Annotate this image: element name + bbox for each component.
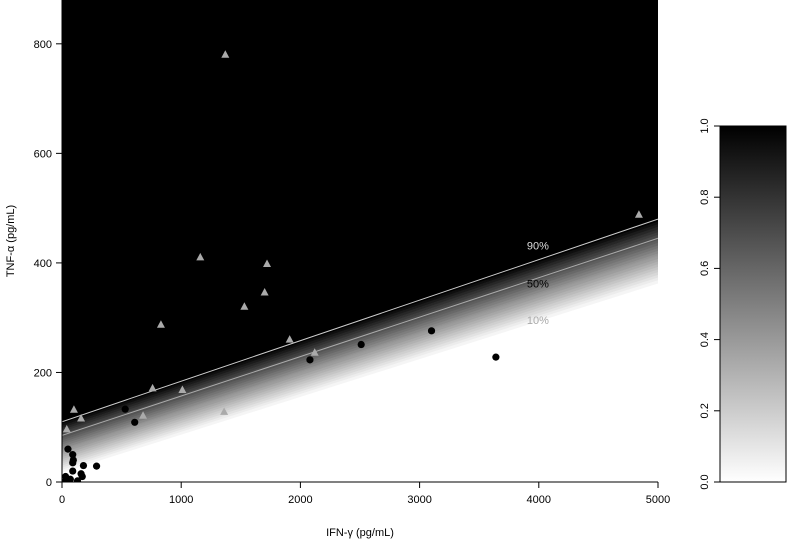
- band-strip: [62, 221, 658, 427]
- circle-point: [92, 462, 101, 470]
- band-strip: [62, 266, 658, 462]
- circle-point: [69, 459, 77, 467]
- band-strip: [62, 269, 658, 465]
- contour-label: 50%: [527, 279, 549, 291]
- circle-point: [357, 340, 365, 349]
- band-strip: [62, 261, 658, 458]
- band-strip: [62, 277, 658, 471]
- y-tick-label: 200: [34, 367, 52, 379]
- triangle-point: [285, 335, 294, 343]
- contour-lines: [62, 218, 658, 451]
- contour-line: [62, 218, 658, 423]
- colorbar-tick-label: 0.2: [699, 403, 711, 418]
- triangle-point: [263, 259, 272, 268]
- data-points: [62, 50, 643, 482]
- triangle-point: [178, 385, 187, 393]
- y-tick-label: 400: [34, 258, 52, 270]
- x-axis-ticks: 0 1000 2000 3000 4000 5000: [59, 482, 670, 506]
- x-tick-label: 4000: [527, 494, 551, 506]
- y-axis-title: TNF-α (pg/mL): [5, 205, 17, 277]
- x-tick-label: 0: [59, 494, 65, 506]
- y-axis-ticks: 0 200 400 600 800: [34, 39, 62, 489]
- band-strip: [62, 264, 658, 460]
- colorbar-ticks: 0.0 0.2 0.4 0.6 0.8 1.0: [699, 118, 720, 490]
- probability-transition-band: [62, 218, 658, 473]
- band-strip: [62, 272, 658, 467]
- circle-point: [64, 445, 72, 453]
- contour-label: 10%: [527, 315, 549, 327]
- band-strip: [62, 229, 658, 433]
- circle-point: [427, 327, 436, 335]
- y-tick-label: 600: [34, 148, 52, 160]
- contour-line: [62, 255, 658, 451]
- band-strip: [62, 232, 658, 435]
- triangle-point: [240, 302, 249, 310]
- circle-point: [69, 451, 77, 459]
- band-strip: [62, 256, 658, 454]
- y-tick-label: 800: [34, 39, 52, 51]
- triangle-point: [260, 287, 269, 296]
- circle-point: [69, 467, 77, 475]
- triangle-point: [77, 413, 86, 422]
- circle-point: [306, 356, 314, 364]
- triangle-point: [221, 50, 230, 58]
- colorbar-tick-label: 0.6: [699, 261, 711, 276]
- band-strip: [62, 280, 658, 473]
- colorbar-tick-label: 0.4: [699, 332, 711, 347]
- triangle-point: [634, 210, 643, 218]
- triangle-point: [156, 320, 165, 328]
- circle-point: [131, 418, 139, 426]
- plot-area: [62, 0, 658, 482]
- band-strip: [62, 250, 658, 450]
- triangle-point: [139, 411, 148, 419]
- band-strip: [62, 258, 658, 456]
- y-tick-label: 0: [46, 477, 52, 489]
- band-strip: [62, 226, 658, 431]
- contour-labels: 90% 50% 10%: [527, 240, 549, 326]
- circle-point: [121, 405, 129, 413]
- circle-point: [73, 477, 82, 482]
- x-tick-label: 5000: [646, 494, 670, 506]
- band-strip: [62, 240, 658, 441]
- triangle-point: [62, 424, 71, 433]
- x-tick-label: 2000: [288, 494, 312, 506]
- x-tick-label: 1000: [169, 494, 193, 506]
- triangle-point: [196, 252, 205, 261]
- contour-label: 90%: [527, 240, 549, 252]
- colorbar-tick-label: 0.0: [699, 474, 711, 489]
- triangle-point: [148, 383, 157, 392]
- colorbar-tick-label: 0.8: [699, 190, 711, 205]
- contour-line: [62, 237, 658, 436]
- triangle-point: [220, 407, 229, 415]
- circle-point: [65, 478, 73, 482]
- triangle-point: [69, 405, 78, 413]
- probability-surface: [62, 0, 658, 422]
- x-axis-title: IFN-γ (pg/mL): [326, 527, 394, 539]
- band-strip: [62, 274, 658, 469]
- triangle-point: [310, 348, 319, 356]
- circle-point: [78, 472, 86, 481]
- colorbar-tick-label: 1.0: [699, 118, 711, 133]
- circle-point: [492, 353, 500, 361]
- band-strip: [62, 224, 658, 429]
- colorbar: 0.0 0.2 0.4 0.6 0.8 1.0: [699, 118, 787, 490]
- circle-point: [79, 461, 88, 470]
- x-tick-label: 3000: [407, 494, 431, 506]
- colorbar-ramp: [719, 125, 787, 483]
